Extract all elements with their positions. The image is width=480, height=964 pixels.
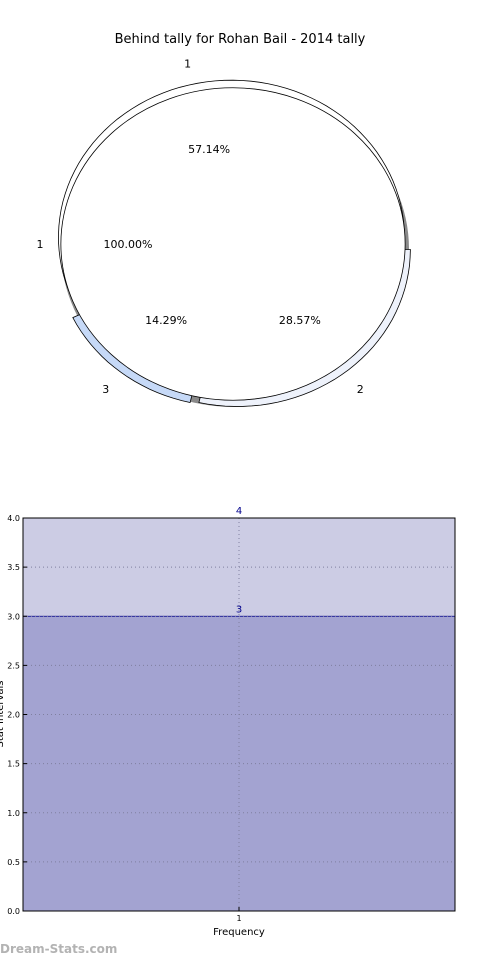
- y-tick-label: 1.0: [7, 809, 20, 818]
- pie-slice-label: 3: [102, 383, 109, 396]
- x-axis-label: Frequency: [213, 927, 265, 938]
- y-tick-label: 3.0: [7, 612, 20, 621]
- pie-slice-percent: 57.14%: [188, 143, 230, 156]
- pie-slice-percent: 28.57%: [279, 314, 321, 327]
- bar-value-label: 3: [236, 604, 242, 615]
- pie-inner-slice: [60, 87, 406, 401]
- watermark: Dream-Stats.com: [0, 942, 118, 956]
- x-tick-label: 1: [236, 914, 241, 923]
- y-tick-label: 0.0: [7, 907, 20, 916]
- y-tick-label: 3.5: [7, 563, 20, 572]
- pie-inner-label: 1: [37, 238, 44, 251]
- chart-title: Behind tally for Rohan Bail - 2014 tally: [115, 32, 366, 47]
- pie-slice-label: 1: [184, 57, 191, 70]
- pie-slice-label: 2: [357, 383, 364, 396]
- y-tick-label: 2.0: [7, 711, 20, 720]
- y-tick-label: 2.5: [7, 661, 20, 670]
- pie-inner-percent: 100.00%: [104, 238, 153, 251]
- y-axis-label: Stat Intervals: [0, 680, 6, 747]
- y-tick-label: 0.5: [7, 858, 20, 867]
- pie-slice-percent: 14.29%: [145, 314, 187, 327]
- y-tick-label: 4.0: [7, 514, 20, 523]
- bar-value-label: 4: [236, 506, 242, 517]
- y-tick-label: 1.5: [7, 760, 20, 769]
